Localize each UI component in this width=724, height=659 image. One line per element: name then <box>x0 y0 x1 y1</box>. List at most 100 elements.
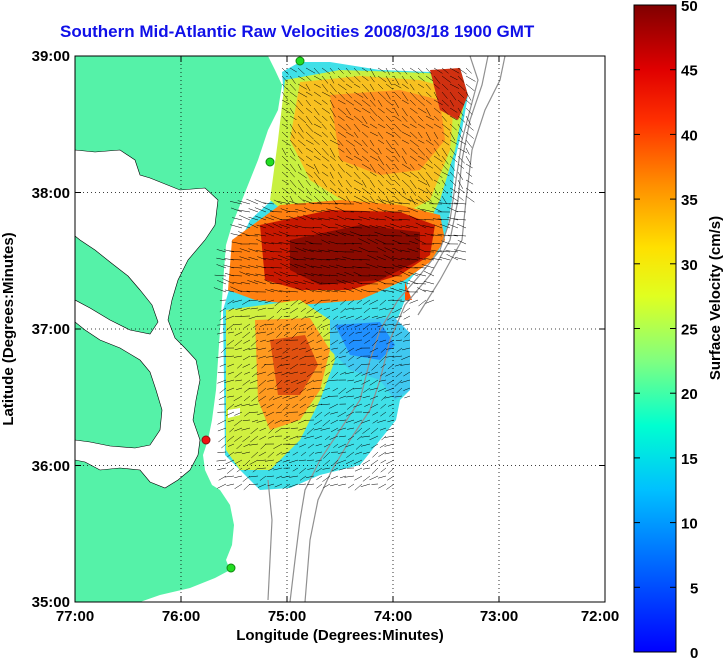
velocity-arrow <box>414 273 427 277</box>
velocity-arrow <box>275 459 283 464</box>
velocity-arrow <box>361 67 369 73</box>
velocity-arrow <box>372 451 379 458</box>
velocity-arrow <box>305 67 316 74</box>
x-tick-label: 76:00 <box>162 608 200 625</box>
velocity-arrow <box>378 483 387 489</box>
velocity-arrow <box>242 435 251 442</box>
velocity-arrow <box>242 355 251 361</box>
velocity-arrow <box>282 419 291 422</box>
velocity-arrow <box>219 307 227 313</box>
velocity-arrow <box>433 107 441 114</box>
velocity-arrow <box>362 395 371 399</box>
velocity-arrow <box>313 67 320 75</box>
velocity-arrow <box>449 83 460 89</box>
velocity-arrow <box>239 271 251 277</box>
velocity-arrow <box>329 155 336 161</box>
velocity-arrow <box>329 67 335 74</box>
velocity-arrow <box>281 475 291 479</box>
velocity-arrow <box>214 274 227 277</box>
velocity-arrow <box>441 187 448 194</box>
velocity-arrow <box>433 115 440 121</box>
velocity-arrow <box>400 363 411 366</box>
velocity-arrow <box>321 195 328 202</box>
velocity-arrow <box>354 395 363 399</box>
velocity-arrow <box>243 483 251 491</box>
velocity-arrow <box>337 179 343 188</box>
velocity-arrow <box>389 200 403 205</box>
colorbar-tick-label: 20 <box>681 386 698 403</box>
velocity-arrow <box>289 195 294 203</box>
velocity-arrow <box>304 272 315 277</box>
velocity-arrow <box>295 247 307 253</box>
velocity-arrow <box>265 216 275 221</box>
velocity-arrow <box>301 315 307 320</box>
velocity-arrow <box>361 139 368 147</box>
velocity-arrow <box>283 331 291 336</box>
velocity-arrow <box>361 99 371 107</box>
velocity-arrow <box>441 91 448 99</box>
velocity-arrow <box>353 115 363 124</box>
velocity-arrow <box>319 274 331 277</box>
velocity-arrow <box>357 435 363 440</box>
velocity-arrow <box>282 403 291 411</box>
velocity-arrow <box>298 483 307 486</box>
velocity-arrow <box>393 107 399 117</box>
velocity-arrow <box>265 323 275 326</box>
velocity-arrow <box>303 235 315 237</box>
velocity-arrow <box>376 199 387 205</box>
station-marker <box>265 157 275 167</box>
velocity-arrow <box>234 475 243 478</box>
velocity-arrow <box>407 248 419 253</box>
velocity-arrow <box>282 323 291 328</box>
velocity-arrow <box>254 233 267 237</box>
velocity-arrow <box>358 234 371 237</box>
velocity-arrow <box>370 323 379 326</box>
velocity-arrow <box>352 227 363 229</box>
colorbar-tick-label: 15 <box>681 451 698 468</box>
velocity-arrow <box>348 339 355 344</box>
velocity-arrow <box>393 171 400 181</box>
velocity-arrow <box>234 331 243 336</box>
velocity-arrow <box>401 171 411 178</box>
velocity-arrow <box>276 347 283 351</box>
velocity-arrow <box>345 315 355 319</box>
velocity-arrow <box>244 411 251 417</box>
velocity-arrow <box>417 207 427 213</box>
velocity-arrow <box>313 307 323 314</box>
velocity-arrow <box>361 83 370 92</box>
velocity-arrow <box>425 99 432 105</box>
velocity-arrow <box>329 115 335 124</box>
y-tick-label: 35:00 <box>32 594 70 611</box>
velocity-arrow <box>329 147 336 158</box>
velocity-arrow <box>362 427 371 434</box>
velocity-arrow <box>385 139 393 149</box>
velocity-arrow <box>296 435 307 438</box>
velocity-arrow <box>338 483 347 486</box>
velocity-arrow <box>457 91 465 99</box>
velocity-arrow <box>457 107 464 117</box>
velocity-arrow <box>347 299 355 305</box>
velocity-arrow <box>353 147 359 156</box>
velocity-arrow <box>307 395 315 398</box>
velocity-arrow <box>228 443 235 447</box>
velocity-arrow <box>267 379 275 382</box>
velocity-arrow <box>305 187 312 196</box>
velocity-arrow <box>238 223 251 229</box>
velocity-arrow <box>330 475 339 480</box>
velocity-arrow <box>425 195 432 202</box>
velocity-arrow <box>336 272 347 277</box>
velocity-arrow <box>274 483 283 488</box>
velocity-arrow <box>216 459 227 462</box>
velocity-arrow <box>449 131 456 141</box>
velocity-arrow <box>394 307 403 313</box>
station-marker <box>295 56 305 66</box>
velocity-arrow <box>289 83 297 91</box>
velocity-arrow <box>275 379 283 387</box>
velocity-arrow <box>255 238 267 245</box>
velocity-arrow <box>218 395 227 400</box>
velocity-arrow <box>297 99 303 107</box>
velocity-arrow <box>353 131 359 139</box>
velocity-arrow <box>322 315 331 322</box>
velocity-arrow <box>447 223 459 229</box>
velocity-arrow <box>246 272 259 277</box>
